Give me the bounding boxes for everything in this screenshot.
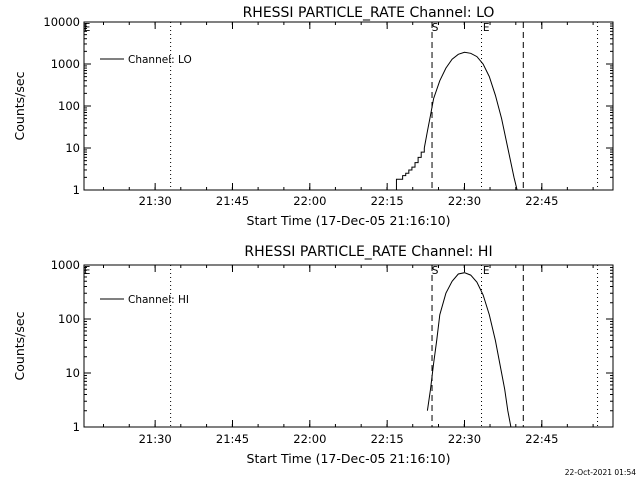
- chart-0-series-steps: [384, 148, 425, 191]
- chart-1-x-axis-label: Start Time (17-Dec-05 21:16:10): [247, 451, 451, 466]
- chart-0-legend-label: Channel: LO: [128, 54, 192, 66]
- chart-0-title: RHESSI PARTICLE_RATE Channel: LO: [243, 5, 495, 21]
- chart-0-y-tick-label: 100: [58, 99, 80, 113]
- chart-1-plot-frame: [83, 264, 614, 428]
- chart-1-x-tick-label: 21:30: [139, 432, 172, 446]
- chart-0-y-tick-label: 1: [73, 183, 80, 197]
- chart-1-x-tick-label: 22:30: [448, 432, 481, 446]
- chart-1-flag-label: E: [483, 265, 490, 277]
- chart-0-x-tick-label: 22:30: [448, 194, 481, 208]
- chart-1-title: RHESSI PARTICLE_RATE Channel: HI: [244, 244, 492, 260]
- chart-1-y-tick-label: 10: [65, 366, 80, 380]
- chart-0-x-tick-label: 22:45: [525, 194, 558, 208]
- chart-0-x-tick-label: 21:45: [216, 194, 249, 208]
- chart-1-x-tick-label: 22:15: [371, 432, 404, 446]
- chart-1-flag-label: E: [84, 265, 91, 277]
- footer-timestamp: 22-Oct-2021 01:54: [564, 468, 636, 477]
- chart-0-x-tick-label: 22:15: [371, 194, 404, 208]
- chart-1-y-tick-label: 1: [73, 420, 80, 434]
- chart-0-flag-label: E: [84, 22, 91, 34]
- chart-0-flag-label: S: [432, 22, 439, 34]
- chart-0-y-tick-label: 1000: [51, 57, 80, 71]
- chart-1-y-axis-label: Counts/sec: [12, 311, 27, 380]
- chart-0-flag-label: E: [483, 22, 490, 34]
- chart-1-y-tick-label: 1000: [51, 258, 80, 272]
- chart-1-x-tick-label: 21:45: [216, 432, 249, 446]
- lo-channel-panel: RHESSI PARTICLE_RATE Channel: LO 21:30 21:…: [12, 5, 614, 228]
- chart-1-legend-label: Channel: HI: [128, 294, 189, 306]
- chart-1-series-line: [426, 272, 512, 428]
- chart-0-series-line: [423, 51, 518, 191]
- chart-0-x-tick-label: 21:30: [139, 194, 172, 208]
- chart-0-x-axis-label: Start Time (17-Dec-05 21:16:10): [247, 213, 451, 228]
- chart-0-plot-frame: [83, 21, 614, 191]
- chart-0-x-tick-label: 22:00: [293, 194, 326, 208]
- chart-0-y-tick-label: 10: [65, 141, 80, 155]
- chart-0-y-axis-label: Counts/sec: [12, 71, 27, 140]
- chart-0-y-tick-label: 10000: [43, 15, 80, 29]
- chart-1-flag-label: S: [432, 265, 439, 277]
- chart-1-x-tick-label: 22:00: [293, 432, 326, 446]
- chart-1-x-tick-label: 22:45: [525, 432, 558, 446]
- chart-1-y-tick-label: 100: [58, 312, 80, 326]
- hi-channel-panel: RHESSI PARTICLE_RATE Channel: HI 21:30 21:…: [12, 244, 614, 466]
